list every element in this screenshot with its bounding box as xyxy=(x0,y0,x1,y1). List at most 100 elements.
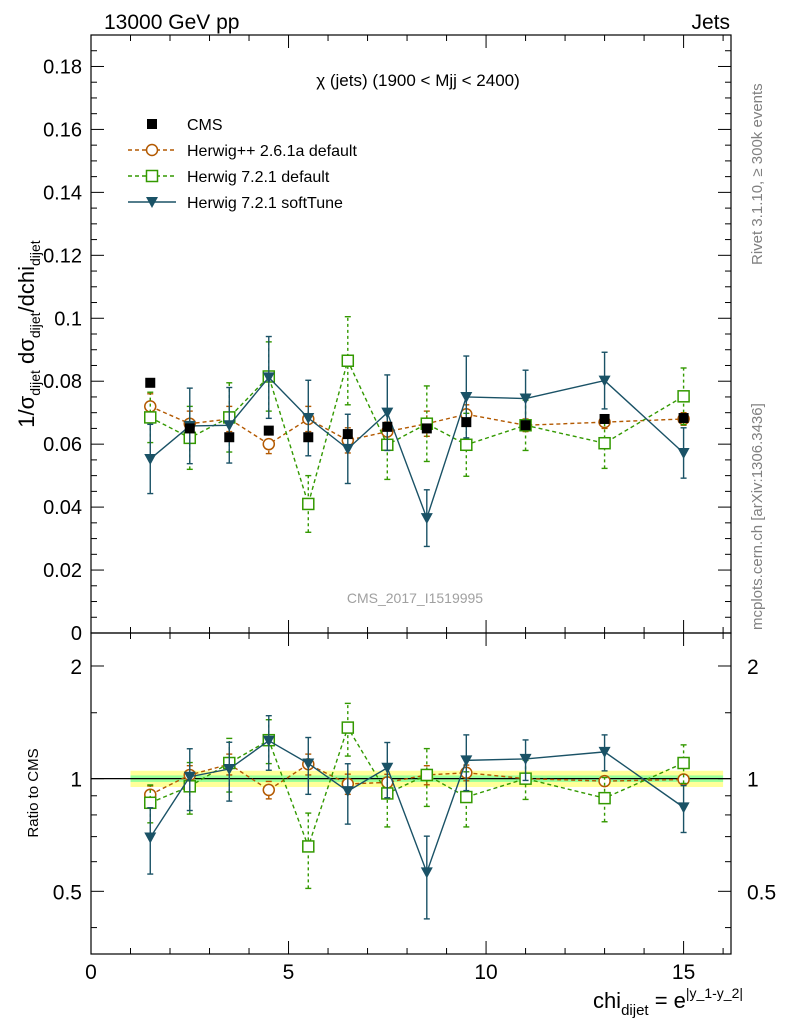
main-panel: 0 0.02 0.04 0.06 0.08 0.1 0.12 0.14 0.16 0.18 χ (… xyxy=(43,34,732,645)
main-title: χ (jets) (1900 < Mjj < 2400) xyxy=(316,71,520,90)
ratio-point-herwigpp xyxy=(262,783,276,797)
main-point-cms xyxy=(421,423,432,434)
ratio-frame xyxy=(90,632,732,955)
main-point-softtune xyxy=(519,393,532,405)
main-point-softtune xyxy=(598,375,611,387)
main-point-cms xyxy=(303,432,314,443)
ratio-point-softtune xyxy=(144,832,157,844)
main-point-herwig721 xyxy=(144,411,157,424)
main-point-cms xyxy=(678,413,689,424)
main-ytick-label: 0.08 xyxy=(43,371,82,393)
legend-label: Herwig++ 2.6.1a default xyxy=(187,143,357,160)
legend-entry-herwigpp: Herwig++ 2.6.1a default xyxy=(128,143,357,160)
ratio-ytick-label-right: 0.5 xyxy=(747,881,776,904)
main-point-cms xyxy=(599,413,610,424)
header-right: Jets xyxy=(691,11,730,34)
xlabel-part-b: dijet xyxy=(621,1002,649,1019)
xlabel: chidijet = e|y_1-y_2| xyxy=(593,985,743,1019)
main-point-softtune xyxy=(460,391,473,403)
ratio-point-softtune xyxy=(519,753,532,765)
main-line-herwigpp xyxy=(149,405,684,445)
legend-entry-cms: CMS xyxy=(147,117,223,134)
main-ylabel: 1/σdijet dσdijet/dchidijet xyxy=(14,240,43,428)
ratio-point-softtune xyxy=(302,758,315,770)
ylabel-part-e: /dchi xyxy=(14,266,39,312)
ratio-point-softtune xyxy=(381,762,394,774)
main-point-softtune xyxy=(677,447,690,459)
main-point-cms xyxy=(224,432,235,443)
main-point-cms xyxy=(382,421,393,432)
ratio-ylabel: Ratio to CMS xyxy=(25,748,42,837)
main-point-softtune xyxy=(223,420,236,432)
ratio-point-softtune xyxy=(420,867,433,879)
ratio-line-softtune xyxy=(149,739,684,875)
xlabel-part-a: chi xyxy=(593,988,621,1013)
legend-marker xyxy=(146,197,158,208)
main-point-herwig721 xyxy=(302,497,315,511)
legend-marker xyxy=(145,143,159,157)
legend-entry-herwig721: Herwig 7.2.1 default xyxy=(128,169,330,186)
xtick-label: 10 xyxy=(474,961,497,984)
legend-label: Herwig 7.2.1 default xyxy=(187,169,330,186)
legend: CMS Herwig++ 2.6.1a default Herwig 7.2.1 d… xyxy=(128,117,357,212)
main-ytick-label: 0.04 xyxy=(43,497,82,519)
legend-entry-softtune: Herwig 7.2.1 softTune xyxy=(128,195,343,212)
xtick-label: 0 xyxy=(85,961,97,984)
main-point-cms xyxy=(461,417,472,428)
main-point-herwig721 xyxy=(598,436,611,450)
ratio-series-herwig721 xyxy=(144,702,690,890)
main-series-cms xyxy=(145,377,689,443)
main-ytick-label: 0.1 xyxy=(54,308,82,330)
ratio-point-herwig721 xyxy=(302,840,315,853)
ylabel-part-b: dijet xyxy=(27,370,43,396)
main-ytick-label: 0.18 xyxy=(43,56,82,78)
ratio-ytick-label-right: 2 xyxy=(747,656,759,679)
main-point-herwig721 xyxy=(341,354,355,368)
main-point-softtune xyxy=(302,413,315,425)
mcplots-label: mcplots.cern.ch [arXiv:1306.3436] xyxy=(749,403,766,630)
main-point-softtune xyxy=(381,407,394,419)
xlabel-part-c: = e xyxy=(649,988,686,1013)
ylabel-part-f: dijet xyxy=(27,240,43,266)
ylabel-part-a: 1/σ xyxy=(14,395,39,427)
ratio-ytick-label-right: 1 xyxy=(747,769,759,792)
ratio-ytick-label: 2 xyxy=(70,656,82,679)
main-line-softtune xyxy=(149,376,685,521)
main-point-cms xyxy=(263,425,274,436)
legend-marker xyxy=(147,119,157,129)
header-left: 13000 GeV pp xyxy=(104,11,239,34)
main-point-herwig721 xyxy=(677,390,690,403)
xtick-label: 5 xyxy=(283,961,295,984)
ratio-point-herwig721 xyxy=(420,768,434,782)
ratio-point-herwigpp xyxy=(598,774,611,788)
analysis-watermark: CMS_2017_I1519995 xyxy=(347,590,483,606)
legend-label: CMS xyxy=(187,117,223,134)
ratio-point-herwig721 xyxy=(598,791,611,805)
ratio-line-herwigpp xyxy=(149,763,684,796)
xtick-label: 15 xyxy=(672,961,695,984)
ratio-point-softtune xyxy=(460,755,473,767)
main-series-softtune xyxy=(144,335,690,548)
main-point-cms xyxy=(145,377,156,388)
main-point-cms xyxy=(342,429,353,440)
main-point-softtune xyxy=(262,372,275,384)
main-ytick-label: 0.12 xyxy=(43,245,82,267)
main-point-herwig721 xyxy=(460,438,473,452)
ratio-point-softtune xyxy=(598,746,611,758)
ratio-point-softtune xyxy=(183,771,196,783)
ratio-ytick-label: 1 xyxy=(70,769,82,792)
main-point-softtune xyxy=(420,513,433,525)
main-point-cms xyxy=(520,420,531,431)
main-point-herwigpp xyxy=(262,437,276,451)
rivet-label: Rivet 3.1.10, ≥ 300k events xyxy=(749,83,766,265)
main-line-herwig721 xyxy=(149,358,684,507)
ylabel-part-c: dσ xyxy=(14,338,39,370)
main-ytick-label: 0.06 xyxy=(43,434,82,456)
ratio-point-herwig721 xyxy=(144,796,157,810)
ratio-panel: 0.5 0.5 1 1 2 2 0 5 10 15 xyxy=(53,632,776,984)
main-ytick-label: 0.14 xyxy=(43,182,82,204)
main-point-softtune xyxy=(341,443,354,455)
ratio-point-herwig721 xyxy=(677,756,690,770)
xlabel-part-d: |y_1-y_2| xyxy=(686,985,743,1001)
main-ytick-label: 0 xyxy=(71,623,82,645)
